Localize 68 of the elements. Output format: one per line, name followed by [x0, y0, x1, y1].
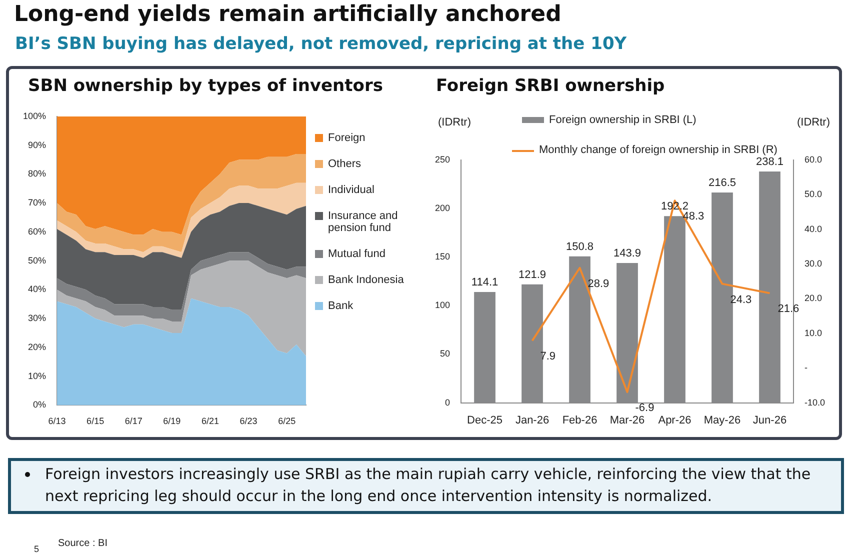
y-tick-label: 20%: [28, 342, 46, 352]
legend-label: Bank: [328, 300, 354, 312]
x-tick-label: Mar-26: [610, 414, 645, 426]
y-tick-label: 50%: [28, 255, 46, 266]
y-tick-label: 0: [445, 397, 450, 408]
y2-tick-label: 10.0: [804, 328, 822, 338]
x-tick-label: May-26: [704, 414, 741, 426]
y2-tick-label: 50.0: [804, 189, 822, 200]
legend-label: Individual: [328, 184, 374, 196]
y2-tick-label: 40.0: [804, 224, 822, 234]
data-label: 21.6: [778, 303, 800, 316]
y-tick-label: 0%: [33, 400, 46, 410]
y-axis-title: (IDRtr): [438, 116, 471, 129]
x-tick-label: 6/19: [163, 416, 181, 426]
source-note: Source : BI: [58, 538, 108, 549]
y-tick-label: 250: [434, 154, 450, 164]
x-tick-label: 6/17: [124, 416, 142, 426]
data-label: 28.9: [588, 278, 610, 290]
y2-tick-label: 60.0: [804, 154, 822, 164]
legend-label: Insurance and pension fund: [328, 210, 399, 234]
data-label: 114.1: [471, 276, 498, 289]
chart-title: SBN ownership by types of inventors: [28, 76, 383, 96]
data-label: 238.1: [756, 156, 784, 168]
x-tick-label: Jun-26: [752, 414, 787, 426]
data-label: 121.9: [518, 268, 546, 281]
data-label: -6.9: [635, 402, 654, 414]
legend-label: Foreign ownership in SRBI (L): [549, 114, 696, 126]
text: 5: [34, 544, 40, 554]
data-label: 7.9: [540, 350, 556, 363]
legend-label: Foreign: [328, 132, 366, 144]
legend-label: Bank Indonesia: [328, 274, 404, 286]
y-tick-label: 150: [434, 252, 450, 262]
data-label: 24.3: [730, 294, 752, 306]
chart-title: Foreign SRBI ownership: [436, 76, 665, 96]
y2-tick-label: 30.0: [804, 258, 822, 269]
y-tick-label: 100: [434, 300, 450, 310]
data-label: 216.5: [708, 177, 736, 190]
y-tick-label: 10%: [28, 370, 46, 381]
y2-axis-title: (IDRtr): [797, 116, 830, 129]
x-tick-label: Feb-26: [562, 414, 598, 426]
y-tick-label: 90%: [28, 140, 46, 150]
y-tick-label: 80%: [28, 168, 46, 179]
y-tick-label: 30%: [28, 313, 46, 324]
legend-label: Monthly change of foreign ownership in SRBI (R): [539, 144, 778, 156]
text: Long-end yields remain artificially anchored: [14, 2, 562, 27]
y-tick-label: 50: [440, 348, 450, 359]
y-tick-label: 40%: [28, 284, 46, 294]
y-tick-label: 60%: [28, 226, 46, 236]
y-tick-label: 200: [434, 203, 450, 214]
x-tick-label: 6/13: [48, 416, 66, 426]
x-tick-label: Jan-26: [515, 414, 550, 426]
y2-tick-label: -: [804, 362, 808, 373]
data-label: 150.8: [566, 240, 594, 253]
legend-label: Others: [328, 158, 362, 170]
x-tick-label: 6/15: [86, 416, 104, 426]
data-label: 143.9: [613, 248, 642, 260]
text: Foreign investors increasingly use SRBI as the main rupiah carry vehicle, reinforcing the view that the next repricing leg should occur in the long end once intervention intensity is normalized.: [45, 465, 811, 505]
x-tick-label: Dec-25: [467, 414, 502, 426]
y-tick-label: 70%: [28, 198, 46, 208]
y2-tick-label: 20.0: [804, 293, 822, 304]
text: BI’s SBN buying has delayed, not removed, repricing at the 10Y: [15, 34, 627, 54]
x-tick-label: 6/21: [201, 416, 220, 426]
x-tick-label: 6/25: [278, 416, 296, 426]
legend-label: Mutual fund: [328, 248, 386, 260]
y2-tick-label: -10.0: [804, 397, 825, 408]
x-tick-label: Apr-26: [658, 414, 692, 426]
y-tick-label: 100%: [22, 110, 46, 121]
x-tick-label: 6/23: [240, 416, 258, 426]
